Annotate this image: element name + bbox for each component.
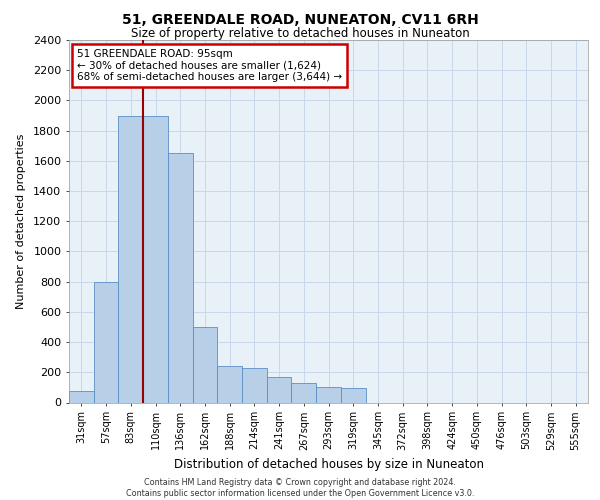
Text: Contains HM Land Registry data © Crown copyright and database right 2024.
Contai: Contains HM Land Registry data © Crown c… bbox=[126, 478, 474, 498]
Bar bbox=[242, 368, 267, 402]
Bar bbox=[118, 116, 143, 403]
Bar bbox=[267, 377, 292, 402]
Text: 51 GREENDALE ROAD: 95sqm
← 30% of detached houses are smaller (1,624)
68% of sem: 51 GREENDALE ROAD: 95sqm ← 30% of detach… bbox=[77, 49, 342, 82]
Bar bbox=[143, 116, 168, 403]
Bar bbox=[69, 391, 94, 402]
X-axis label: Distribution of detached houses by size in Nuneaton: Distribution of detached houses by size … bbox=[173, 458, 484, 471]
Text: Size of property relative to detached houses in Nuneaton: Size of property relative to detached ho… bbox=[131, 28, 469, 40]
Bar bbox=[292, 383, 316, 402]
Bar bbox=[168, 154, 193, 402]
Y-axis label: Number of detached properties: Number of detached properties bbox=[16, 134, 26, 309]
Bar bbox=[94, 282, 118, 403]
Bar bbox=[316, 388, 341, 402]
Text: 51, GREENDALE ROAD, NUNEATON, CV11 6RH: 51, GREENDALE ROAD, NUNEATON, CV11 6RH bbox=[122, 12, 478, 26]
Bar bbox=[193, 327, 217, 402]
Bar bbox=[341, 388, 365, 402]
Bar bbox=[217, 366, 242, 403]
